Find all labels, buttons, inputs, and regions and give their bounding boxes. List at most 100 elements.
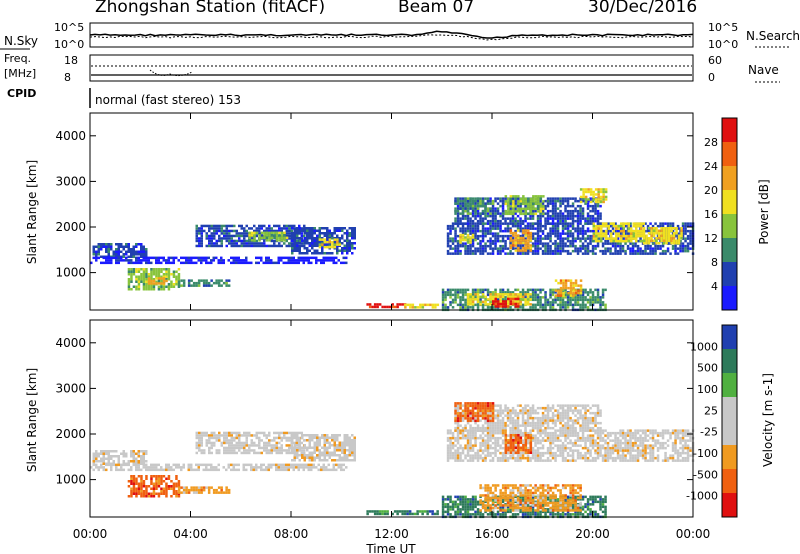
power-cell (591, 252, 595, 255)
velocity-cell (371, 510, 374, 513)
power-cell (200, 237, 203, 240)
power-cell (130, 250, 133, 253)
power-cell (561, 227, 565, 230)
velocity-cell (210, 466, 213, 469)
power-cell (476, 242, 480, 245)
power-cell (120, 245, 123, 248)
power-cell (198, 227, 201, 230)
velocity-cell (496, 510, 500, 514)
power-cell (501, 197, 505, 200)
power-cell (248, 227, 251, 230)
velocity-cell (479, 510, 482, 514)
velocity-cell (373, 510, 377, 513)
power-cell (569, 209, 572, 213)
velocity-cell (140, 460, 143, 463)
velocity-cell (97, 468, 100, 472)
power-cell (218, 239, 221, 243)
velocity-cell (260, 466, 263, 469)
velocity-cell (326, 439, 329, 442)
velocity-cell (230, 444, 233, 447)
velocity-cell (449, 500, 452, 504)
power-cell (130, 288, 133, 291)
power-cell (245, 224, 248, 228)
power-cell (207, 256, 210, 260)
power-cell (517, 207, 520, 211)
power-cell (650, 227, 653, 230)
velocity-cell (332, 468, 335, 472)
power-cell (606, 229, 610, 233)
velocity-cell (230, 446, 233, 450)
power-cell (546, 244, 550, 248)
power-cell (651, 252, 655, 255)
velocity-cell (451, 505, 455, 509)
power-cell (571, 197, 575, 200)
power-cell (476, 291, 480, 294)
velocity-cell (213, 441, 216, 445)
power-cell (499, 197, 502, 200)
velocity-cell (228, 449, 231, 452)
power-cell (641, 249, 645, 253)
velocity-cell (273, 436, 276, 440)
velocity-cell (142, 482, 146, 485)
velocity-cell (162, 487, 166, 490)
power-cell (303, 247, 306, 250)
power-cell (596, 291, 600, 294)
power-cell (481, 303, 485, 307)
power-cell (459, 249, 462, 253)
power-cell (599, 301, 602, 304)
power-cell (667, 239, 671, 242)
power-cell (130, 273, 133, 276)
power-cell (353, 232, 356, 235)
power-cell (202, 284, 206, 287)
power-cell (581, 288, 585, 292)
power-cell (328, 240, 332, 244)
velocity-cell (313, 444, 316, 447)
power-cell (677, 242, 681, 245)
power-cell (476, 247, 480, 250)
velocity-cell (318, 449, 321, 452)
power-cell (491, 234, 495, 238)
power-cell (454, 298, 457, 302)
power-cell (481, 249, 485, 253)
power-cell (456, 244, 460, 248)
power-cell (597, 198, 600, 201)
velocity-cell (192, 488, 196, 492)
power-cell (579, 247, 582, 250)
power-cell (529, 293, 532, 296)
power-cell (534, 237, 537, 240)
power-cell (474, 229, 477, 233)
velocity-cell (203, 431, 206, 435)
power-cell (454, 229, 457, 233)
velocity-cell (230, 468, 233, 472)
power-cell (631, 244, 635, 248)
power-cell (496, 232, 500, 235)
power-cell (546, 212, 550, 215)
power-cell (336, 247, 339, 250)
power-cell (579, 212, 582, 215)
power-cell (636, 247, 640, 250)
power-cell (150, 285, 153, 288)
velocity-cell (187, 463, 190, 467)
power-cell (132, 268, 136, 271)
power-cell (278, 242, 281, 245)
power-cell (642, 242, 646, 245)
power-cell (479, 212, 482, 215)
power-cell (544, 291, 547, 294)
velocity-cell (471, 498, 475, 501)
power-cell (288, 244, 291, 248)
power-cell (642, 229, 646, 232)
velocity-cell (243, 446, 246, 450)
velocity-cell (223, 436, 226, 440)
power-cell (142, 278, 146, 281)
noise-search-label: N.Search (746, 29, 800, 43)
power-cell (504, 305, 507, 308)
velocity-cell (296, 444, 299, 447)
velocity-cell (250, 434, 253, 437)
velocity-cell (506, 505, 510, 509)
power-cell (300, 232, 303, 235)
power-cell (469, 238, 472, 242)
power-cell (630, 227, 633, 230)
velocity-cell (127, 480, 131, 483)
power-cell (494, 288, 497, 292)
power-cell (531, 252, 535, 255)
